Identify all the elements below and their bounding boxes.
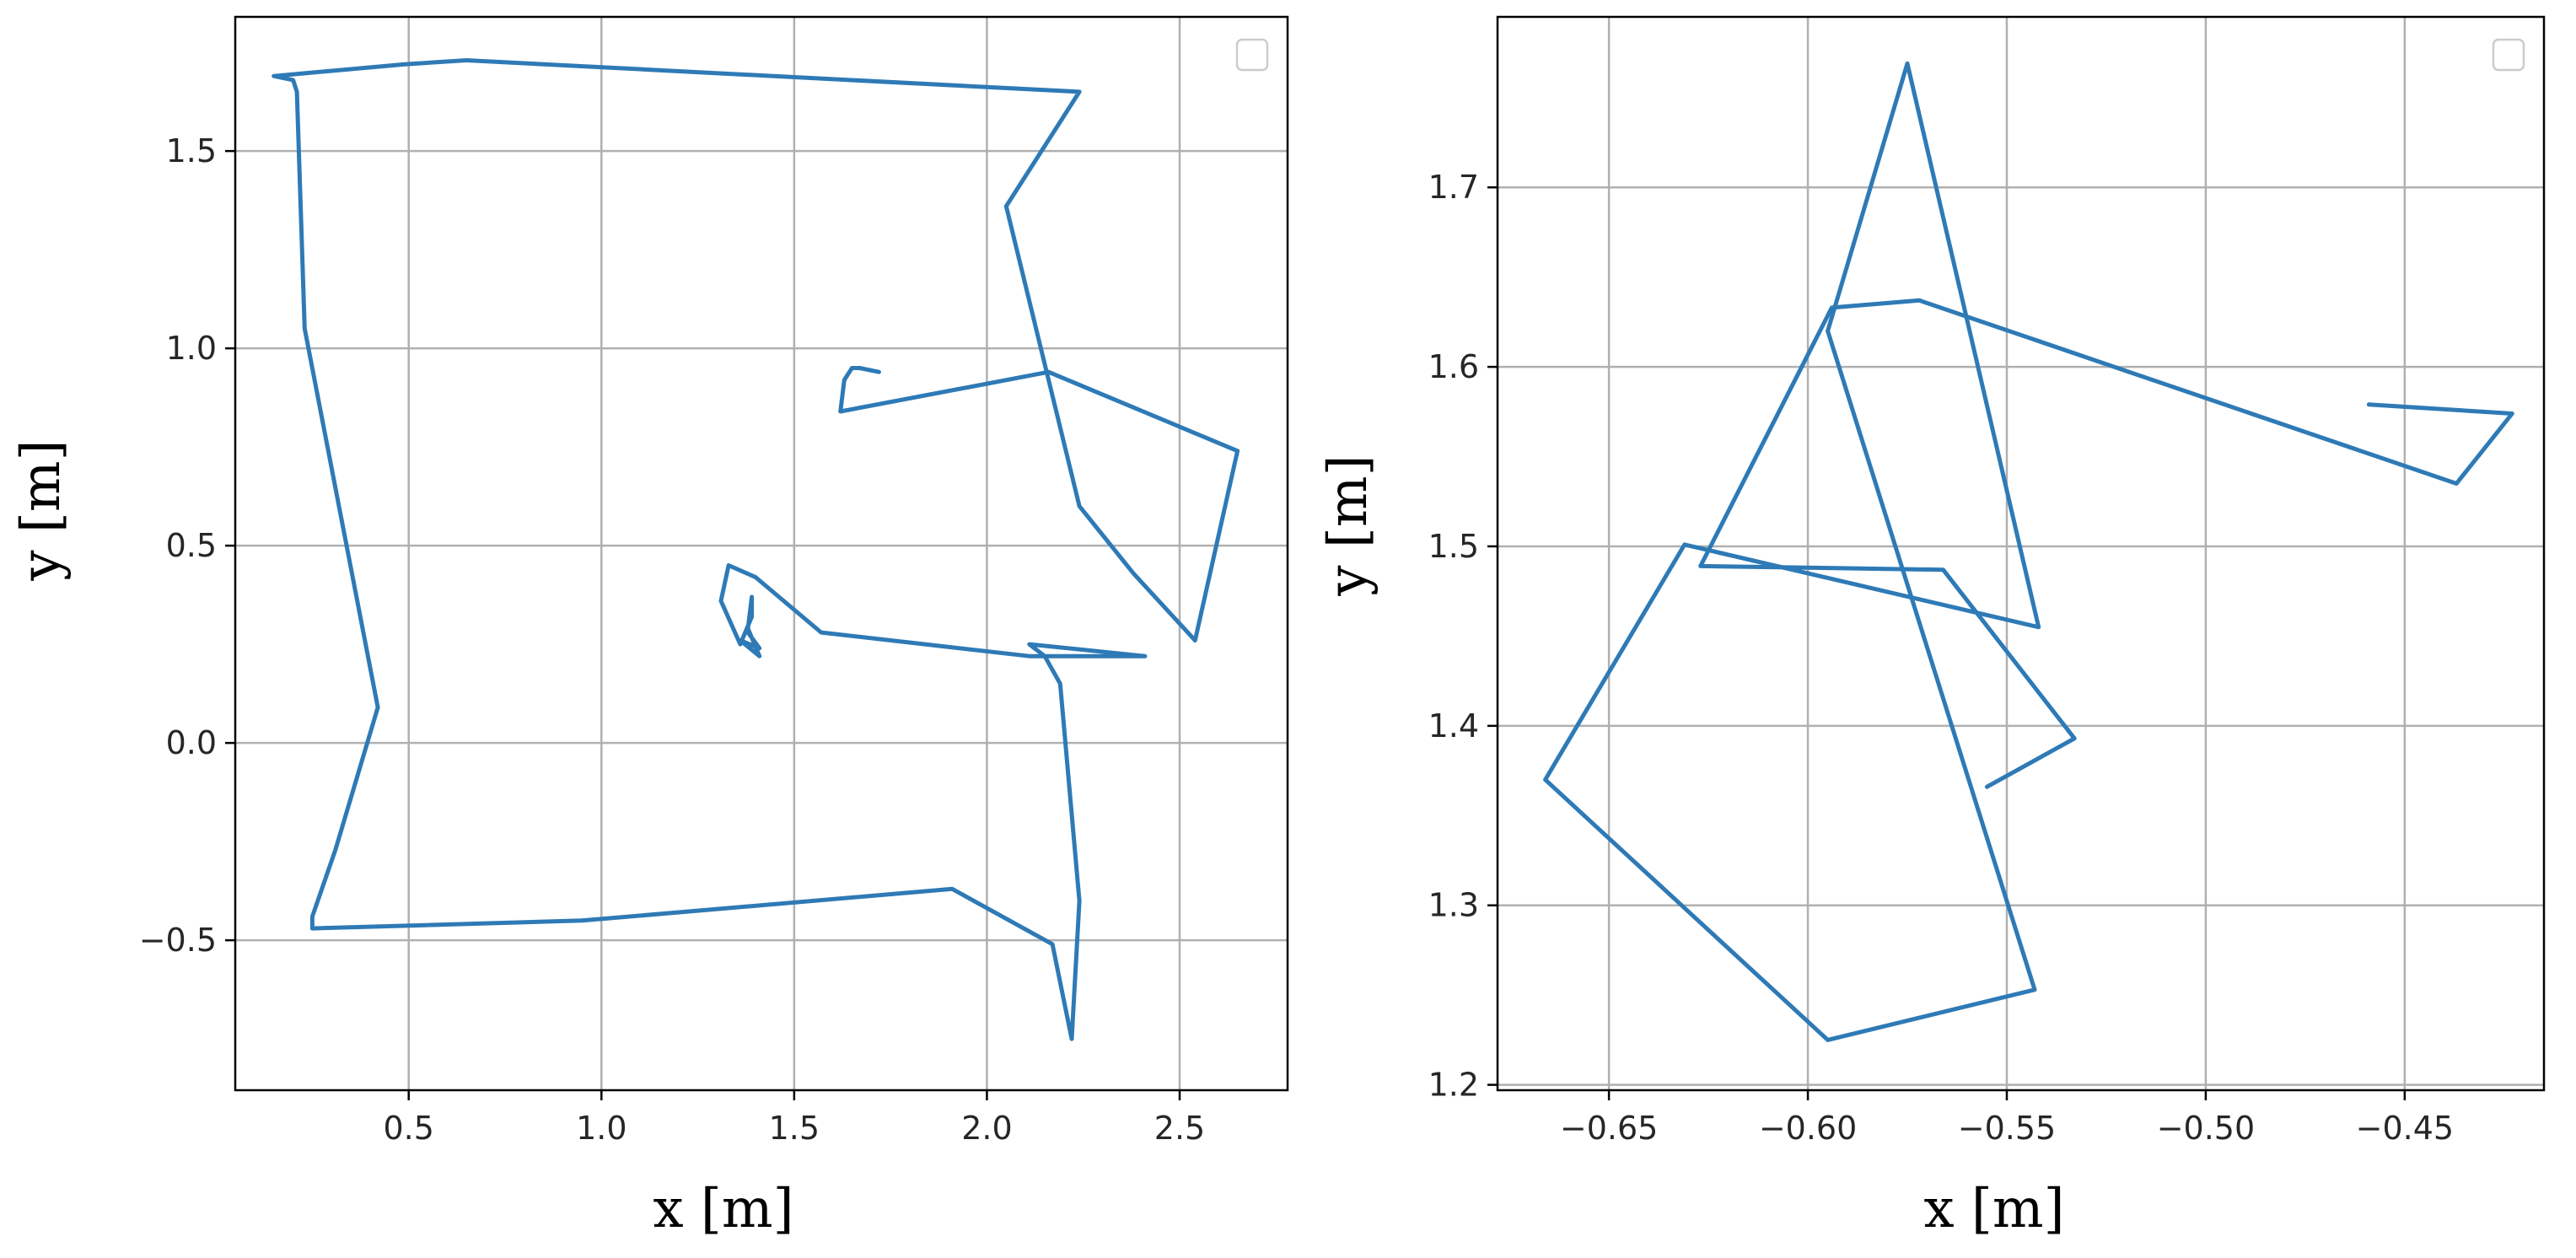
- x-tick-label: −0.50: [2157, 1110, 2255, 1147]
- chart-left: 0.5 1.0 1.5 2.0 2.5 −0.5 0.0 0.5 1.0 1.5 x [m] y [m…: [10, 15, 1289, 1240]
- y-axis-label: y [m]: [1317, 454, 1379, 596]
- x-tick-label: −0.55: [1958, 1110, 2056, 1147]
- y-tick-label: 0.5: [166, 527, 217, 564]
- x-tick-label: −0.45: [2356, 1110, 2454, 1147]
- chart-right: −0.65 −0.60 −0.55 −0.50 −0.45 1.2 1.3 1.4 1.5 1.6…: [1317, 15, 2546, 1240]
- y-tick-label: 1.5: [166, 132, 217, 169]
- x-tick-label: −0.65: [1560, 1110, 1658, 1147]
- grid: [1498, 17, 2544, 1090]
- trajectory-line: [1698, 298, 2514, 789]
- legend-box: [1235, 38, 1269, 72]
- y-tick-label: 1.0: [166, 330, 217, 367]
- y-tick-label: 1.7: [1428, 169, 1479, 206]
- legend-box: [2492, 38, 2525, 72]
- axes-frame: [234, 15, 1289, 1092]
- x-axis-label: x [m]: [653, 1178, 793, 1240]
- y-tick-label: −0.5: [139, 922, 217, 959]
- x-tick-label: 1.5: [769, 1110, 820, 1147]
- x-tick-label: 1.0: [576, 1110, 627, 1147]
- y-tick-label: 1.2: [1428, 1067, 1479, 1104]
- x-axis-label: x [m]: [1923, 1178, 2064, 1240]
- y-tick-label: 1.5: [1428, 528, 1479, 565]
- y-tick-label: 1.3: [1428, 887, 1479, 924]
- axes-frame: [1496, 15, 2546, 1092]
- trajectory-line: [272, 58, 1240, 1041]
- trajectory-line: [1543, 61, 2041, 1042]
- y-tick-label: 1.4: [1428, 707, 1479, 745]
- y-axis-label: y [m]: [10, 439, 73, 581]
- x-tick-label: 2.0: [961, 1110, 1012, 1147]
- y-tick-label: 1.6: [1428, 348, 1479, 385]
- x-tick-label: 2.5: [1154, 1110, 1205, 1147]
- y-tick-label: 0.0: [166, 724, 217, 761]
- x-tick-label: 0.5: [383, 1110, 433, 1147]
- x-tick-label: −0.60: [1759, 1110, 1857, 1147]
- grid: [235, 17, 1288, 1090]
